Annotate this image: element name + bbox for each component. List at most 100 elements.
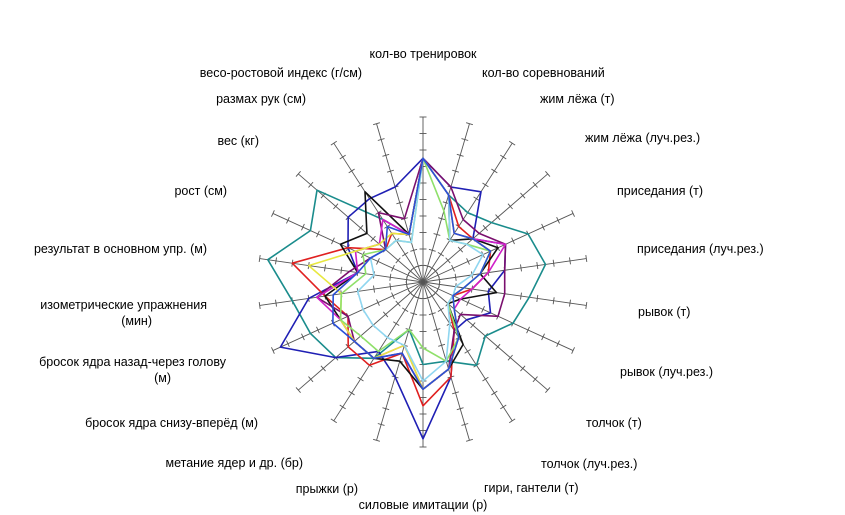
axis-tick: [301, 333, 305, 341]
axis-label-16: изометрические упражнения (мин): [40, 298, 207, 328]
axis-tick: [438, 343, 446, 347]
axis-tick: [437, 251, 445, 257]
axis-tick: [386, 391, 394, 395]
axis-tick: [295, 171, 301, 177]
axis-label-20: размах рук (см): [216, 92, 306, 106]
axis-tick: [495, 214, 501, 221]
axis-tick: [393, 321, 400, 326]
axis-labels: кол-во тренировок кол-во соревнований жим …: [34, 47, 764, 512]
axis-tick: [552, 297, 555, 305]
axis-tick: [389, 273, 392, 281]
axis-tick: [452, 391, 460, 395]
series-line-8: [339, 157, 492, 363]
axis-tick: [520, 365, 526, 372]
axis-label-2: жим лёжа (т): [540, 92, 615, 106]
axis-tick: [386, 169, 394, 173]
axis-tick: [396, 201, 404, 205]
axis-tick: [330, 418, 337, 424]
axis-tick: [373, 122, 380, 126]
axis-tick: [438, 217, 446, 221]
axis-tick: [410, 312, 418, 316]
axis-tick: [461, 423, 469, 426]
axis-tick: [382, 407, 390, 411]
axis-tick: [482, 225, 488, 231]
axis-tick: [470, 322, 476, 329]
axis-tick: [456, 407, 464, 411]
axis-label-8: толчок (т): [586, 416, 642, 430]
axis-tick: [437, 307, 445, 313]
axis-tick: [348, 390, 355, 396]
axis-label-15: бросок ядра назад-через голову (м): [39, 355, 227, 385]
axis-label-12: прыжки (р): [296, 482, 358, 496]
axis-tick: [511, 237, 515, 245]
axis-tick: [466, 299, 470, 306]
axis-tick: [585, 301, 588, 310]
axis-tick: [464, 349, 471, 354]
axis-tick: [569, 299, 571, 307]
axis-tick: [445, 257, 451, 264]
axis-tick: [414, 264, 422, 268]
axis-tick: [532, 181, 538, 188]
axis-tick: [316, 326, 320, 334]
axis-tick: [316, 230, 320, 238]
axis-label-14: бросок ядра снизу-вперёд (м): [85, 416, 258, 430]
axis-tick: [301, 223, 305, 231]
axis-tick: [401, 251, 409, 257]
axis-label-21: весо-ростовой индекс (г/см): [200, 66, 362, 80]
axis-label-9: толчок (луч.рез.): [541, 457, 637, 471]
axis-tick: [271, 347, 275, 354]
series-line-3: [291, 157, 492, 407]
axis-tick: [373, 285, 375, 293]
axis-tick: [308, 181, 314, 188]
axis-tick: [376, 299, 380, 306]
axis-tick: [324, 264, 326, 272]
axis-tick: [391, 264, 395, 272]
axis-tick: [357, 376, 364, 382]
axis-tick: [473, 196, 480, 201]
axis-tick: [507, 354, 513, 361]
axis-tick: [541, 333, 545, 341]
axis-tick: [382, 153, 390, 157]
axis-label-6: рывок (т): [638, 305, 690, 319]
axis-tick: [500, 404, 507, 410]
axis-tick: [520, 192, 526, 199]
axis-label-17: результат в основном упр. (м): [34, 242, 207, 256]
axis-tick: [541, 223, 545, 231]
axis-tick: [481, 306, 485, 313]
axis-tick: [495, 343, 501, 350]
axis-tick: [585, 254, 588, 263]
axis-tick: [333, 203, 339, 210]
series-line-2: [279, 157, 507, 440]
axis-tick: [466, 122, 473, 126]
axis-tick: [451, 264, 455, 272]
axis-tick: [452, 169, 460, 173]
series-line-1: [266, 157, 547, 367]
axis-tick: [482, 182, 489, 188]
axis-tick: [571, 347, 575, 354]
axis-tick: [454, 273, 457, 281]
axis-tick: [552, 259, 555, 267]
axis-tick: [395, 300, 401, 307]
axis-tick: [500, 154, 507, 160]
axis-label-11: силовые имитации (р): [359, 498, 488, 512]
axis-tick: [376, 258, 380, 265]
axis-label-3: жим лёжа (луч.рез.): [585, 131, 700, 145]
axis-tick: [357, 182, 364, 188]
axis-tick: [526, 326, 530, 334]
axis-tick: [340, 266, 343, 274]
axis-tick: [258, 254, 261, 263]
series-layer: [266, 157, 547, 440]
axis-tick: [391, 292, 395, 300]
axis-tick: [308, 376, 314, 383]
axis-tick: [556, 216, 560, 224]
axis-tick: [507, 203, 513, 210]
axis-tick: [382, 311, 389, 318]
axis-tick: [410, 248, 418, 252]
axis-tick: [401, 307, 409, 313]
axis-tick: [320, 365, 326, 372]
axis-label-18: рост (см): [174, 184, 227, 198]
axis-tick: [433, 233, 441, 236]
axis-tick: [456, 153, 464, 157]
axis-tick: [358, 225, 364, 231]
axis-label-5: приседания (луч.рез.): [637, 242, 764, 256]
